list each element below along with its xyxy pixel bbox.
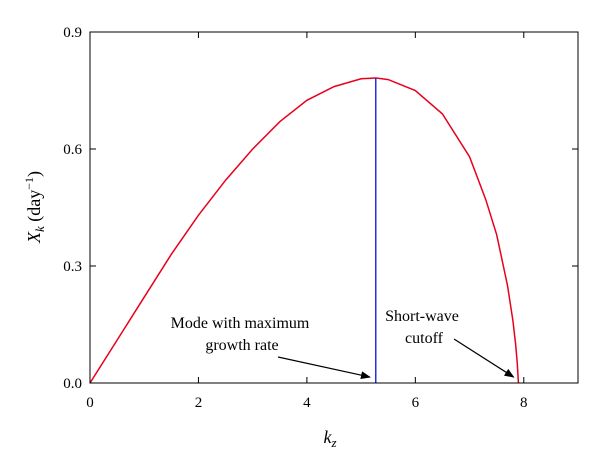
y-axis-label-unit-open: (day <box>24 190 45 226</box>
annotation-max-mode: Mode with maximum growth rate <box>171 315 314 354</box>
x-tick-label: 4 <box>303 395 311 411</box>
annotation-cutoff-line-2: cutoff <box>405 330 444 347</box>
annotation-arrow-1 <box>453 338 515 378</box>
annotation-cutoff-line-1: Short-wave <box>385 308 459 325</box>
x-axis-label-sub: z <box>330 435 336 450</box>
y-axis-label: Xk (day−1) <box>22 171 47 244</box>
y-axis-label-unit-sup: −1 <box>22 177 36 190</box>
annotation-max-mode-line-2: growth rate <box>205 337 278 354</box>
x-tick-label: 8 <box>520 395 528 411</box>
x-axis-label: kz <box>323 427 336 450</box>
y-axis-label-sub: k <box>32 226 47 232</box>
x-tick-label: 0 <box>86 395 94 411</box>
y-axis-label-unit-close: ) <box>24 171 45 177</box>
growth-curve-line-0 <box>89 77 520 384</box>
y-axis-label-main: X <box>24 231 44 244</box>
y-tick-label: 0.3 <box>63 259 82 275</box>
x-tick-label: 6 <box>412 395 420 411</box>
annotation-arrow-0 <box>277 356 371 380</box>
annotation-max-mode-line-1: Mode with maximum <box>171 315 310 332</box>
y-tick-label: 0.9 <box>63 25 82 41</box>
plot-frame <box>89 31 579 384</box>
x-axis-label-main: k <box>323 427 332 447</box>
y-tick-label: 0.6 <box>63 142 82 158</box>
annotation-cutoff: Short-wave cutoff <box>385 308 463 347</box>
x-tick-label: 2 <box>195 395 203 411</box>
y-tick-label: 0.0 <box>63 376 82 392</box>
